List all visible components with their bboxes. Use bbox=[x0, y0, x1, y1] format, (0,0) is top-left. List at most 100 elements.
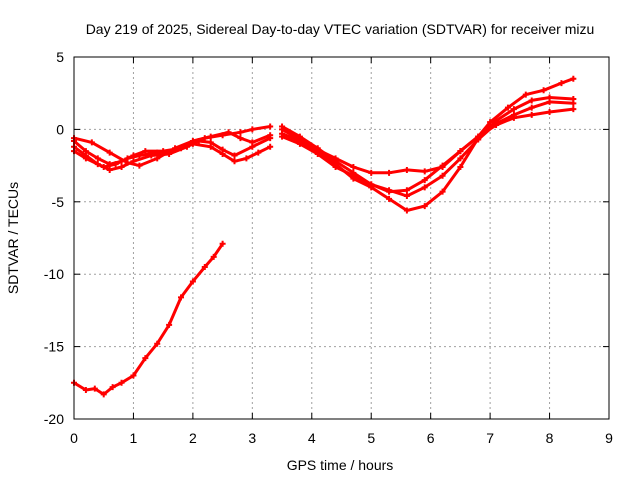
data-point bbox=[421, 168, 428, 175]
data-point bbox=[421, 203, 428, 210]
data-point bbox=[522, 91, 529, 98]
data-point bbox=[332, 155, 339, 162]
data-point bbox=[570, 75, 577, 82]
data-point bbox=[255, 149, 262, 156]
x-tick-label: 9 bbox=[605, 430, 613, 446]
grid-lines bbox=[74, 57, 609, 419]
data-point bbox=[231, 152, 238, 159]
data-point bbox=[403, 187, 410, 194]
data-point bbox=[279, 126, 286, 133]
data-point bbox=[457, 155, 464, 162]
data-point bbox=[130, 372, 137, 379]
data-point bbox=[546, 98, 553, 105]
data-point bbox=[210, 253, 217, 260]
data-point bbox=[178, 294, 184, 301]
data-point bbox=[267, 143, 274, 150]
data-point bbox=[94, 155, 101, 162]
data-point bbox=[189, 278, 196, 285]
data-point bbox=[249, 126, 256, 133]
data-point bbox=[154, 149, 161, 156]
x-tick-label: 6 bbox=[427, 430, 435, 446]
y-axis-label: SDTVAR / TECUs bbox=[5, 182, 21, 294]
series-layer bbox=[71, 75, 577, 398]
data-point bbox=[154, 155, 161, 162]
data-point bbox=[88, 139, 95, 146]
data-point bbox=[504, 104, 511, 111]
data-point bbox=[350, 172, 357, 179]
data-point bbox=[100, 164, 107, 171]
y-tick-label: 0 bbox=[56, 121, 64, 137]
data-point bbox=[172, 145, 179, 152]
data-point bbox=[106, 166, 113, 173]
data-point bbox=[570, 106, 577, 113]
x-tick-label: 1 bbox=[130, 430, 138, 446]
data-point bbox=[570, 100, 577, 107]
data-point bbox=[439, 188, 446, 195]
data-point bbox=[166, 321, 173, 328]
series-line-sat-g-late bbox=[280, 107, 575, 175]
data-point bbox=[201, 263, 208, 270]
data-point bbox=[243, 155, 250, 162]
data-point bbox=[267, 123, 274, 130]
data-point bbox=[510, 106, 517, 113]
series-line-sat-e-late bbox=[280, 77, 575, 194]
axis-ticks: 0 1 2 3 4 5 6 7 8 9 5 0 -5 -10 -15 -20 bbox=[44, 49, 613, 446]
data-point bbox=[528, 97, 535, 104]
data-point bbox=[124, 159, 131, 166]
x-tick-label: 0 bbox=[70, 430, 78, 446]
data-point bbox=[510, 111, 517, 118]
chart-title: Day 219 of 2025, Sidereal Day-to-day VTE… bbox=[86, 21, 595, 37]
data-point bbox=[237, 129, 244, 136]
data-point bbox=[421, 184, 428, 191]
data-point bbox=[82, 387, 89, 394]
x-tick-label: 5 bbox=[367, 430, 375, 446]
data-point bbox=[207, 133, 214, 140]
x-tick-label: 4 bbox=[308, 430, 316, 446]
y-tick-label: -10 bbox=[44, 266, 64, 282]
data-point bbox=[237, 135, 244, 142]
data-point bbox=[350, 164, 357, 171]
data-point bbox=[100, 391, 107, 398]
series-line-sat-rising bbox=[72, 242, 225, 396]
data-point bbox=[207, 143, 214, 150]
data-point bbox=[403, 166, 410, 173]
x-tick-label: 7 bbox=[486, 430, 494, 446]
x-axis-label: GPS time / hours bbox=[287, 457, 394, 473]
data-point bbox=[439, 172, 446, 179]
data-point bbox=[546, 109, 553, 116]
data-point bbox=[487, 119, 494, 126]
y-tick-label: -20 bbox=[44, 411, 64, 427]
data-point bbox=[136, 162, 143, 169]
data-point bbox=[106, 149, 113, 156]
data-point bbox=[267, 132, 274, 139]
data-point bbox=[225, 129, 232, 136]
data-point bbox=[91, 385, 98, 392]
y-tick-label: -5 bbox=[52, 194, 65, 210]
data-point bbox=[403, 207, 410, 214]
data-point bbox=[403, 193, 410, 200]
data-point bbox=[112, 161, 119, 168]
data-point bbox=[332, 164, 339, 171]
data-point bbox=[439, 164, 446, 171]
x-tick-label: 3 bbox=[248, 430, 256, 446]
data-point bbox=[386, 169, 393, 176]
data-point bbox=[136, 152, 143, 159]
data-point bbox=[457, 164, 464, 171]
data-point bbox=[118, 379, 125, 386]
data-point bbox=[314, 151, 321, 158]
data-point bbox=[142, 355, 149, 362]
data-point bbox=[558, 80, 565, 87]
data-point bbox=[249, 139, 256, 146]
data-point bbox=[231, 158, 238, 165]
data-point bbox=[475, 136, 482, 143]
data-point bbox=[368, 169, 375, 176]
data-point bbox=[219, 240, 226, 247]
data-point bbox=[386, 195, 393, 202]
data-point bbox=[109, 384, 116, 391]
x-tick-label: 2 bbox=[189, 430, 197, 446]
data-point bbox=[368, 181, 375, 188]
data-point bbox=[219, 151, 226, 158]
y-tick-label: -15 bbox=[44, 339, 64, 355]
data-point bbox=[386, 187, 393, 194]
